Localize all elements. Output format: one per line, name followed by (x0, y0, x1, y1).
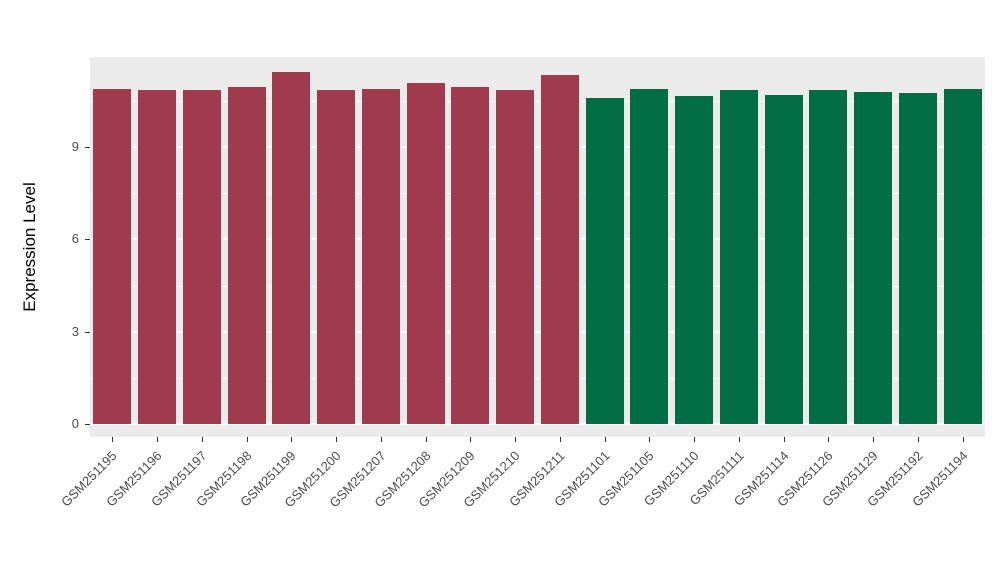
bar-GSM251209 (451, 87, 490, 425)
gridline-major (90, 330, 985, 333)
bar-GSM251200 (317, 90, 356, 425)
x-tick-mark (246, 437, 248, 442)
x-tick-mark (783, 437, 785, 442)
plot-panel (90, 57, 985, 437)
bar-GSM251114 (764, 94, 803, 425)
y-tick-mark (85, 147, 90, 149)
x-tick-mark (380, 437, 382, 442)
x-tick-mark (291, 437, 293, 442)
y-tick-mark (85, 331, 90, 333)
gridline-minor (90, 193, 985, 195)
bar-GSM251196 (138, 90, 177, 425)
gridline-major (90, 423, 985, 426)
y-tick-label: 0 (71, 416, 79, 432)
x-tick-mark (828, 437, 830, 442)
bar-GSM251208 (406, 82, 445, 425)
x-tick-mark (201, 437, 203, 442)
bar-GSM251194 (943, 88, 982, 425)
x-tick-mark (336, 437, 338, 442)
bar-GSM251207 (361, 88, 400, 425)
gridline-minor (90, 101, 985, 102)
x-tick-mark (559, 437, 561, 442)
x-tick-mark (917, 437, 919, 442)
bar-GSM251111 (719, 90, 758, 425)
bar-GSM251211 (540, 74, 579, 425)
bar-GSM251105 (630, 88, 669, 425)
x-tick-mark (425, 437, 427, 442)
gridline-major (90, 238, 985, 241)
x-tick-mark (738, 437, 740, 442)
y-tick-label: 6 (71, 231, 79, 247)
x-tick-mark (962, 437, 964, 442)
x-tick-mark (694, 437, 696, 442)
x-tick-mark (649, 437, 651, 442)
bar-GSM251192 (898, 93, 937, 425)
y-axis-title: Expression Level (20, 182, 39, 312)
bar-GSM251126 (809, 90, 848, 425)
y-tick-mark (85, 424, 90, 426)
x-tick-mark (873, 437, 875, 442)
x-tick-mark (470, 437, 472, 442)
gridline-minor (90, 285, 985, 287)
bar-GSM251199 (272, 71, 311, 425)
x-tick-mark (604, 437, 606, 442)
bar-GSM251129 (854, 91, 893, 425)
bar-GSM251195 (93, 88, 132, 425)
x-tick-mark (515, 437, 517, 442)
bar-GSM251210 (496, 90, 535, 425)
y-tick-mark (85, 239, 90, 241)
bar-GSM251198 (227, 87, 266, 425)
y-tick-label: 9 (71, 139, 79, 155)
gridline-minor (90, 377, 985, 379)
y-tick-label: 3 (71, 323, 79, 339)
x-tick-mark (157, 437, 159, 442)
bar-GSM251101 (585, 97, 624, 425)
bar-GSM251197 (182, 90, 221, 425)
x-tick-mark (112, 437, 114, 442)
bar-GSM251110 (675, 96, 714, 425)
gridline-major (90, 146, 985, 149)
